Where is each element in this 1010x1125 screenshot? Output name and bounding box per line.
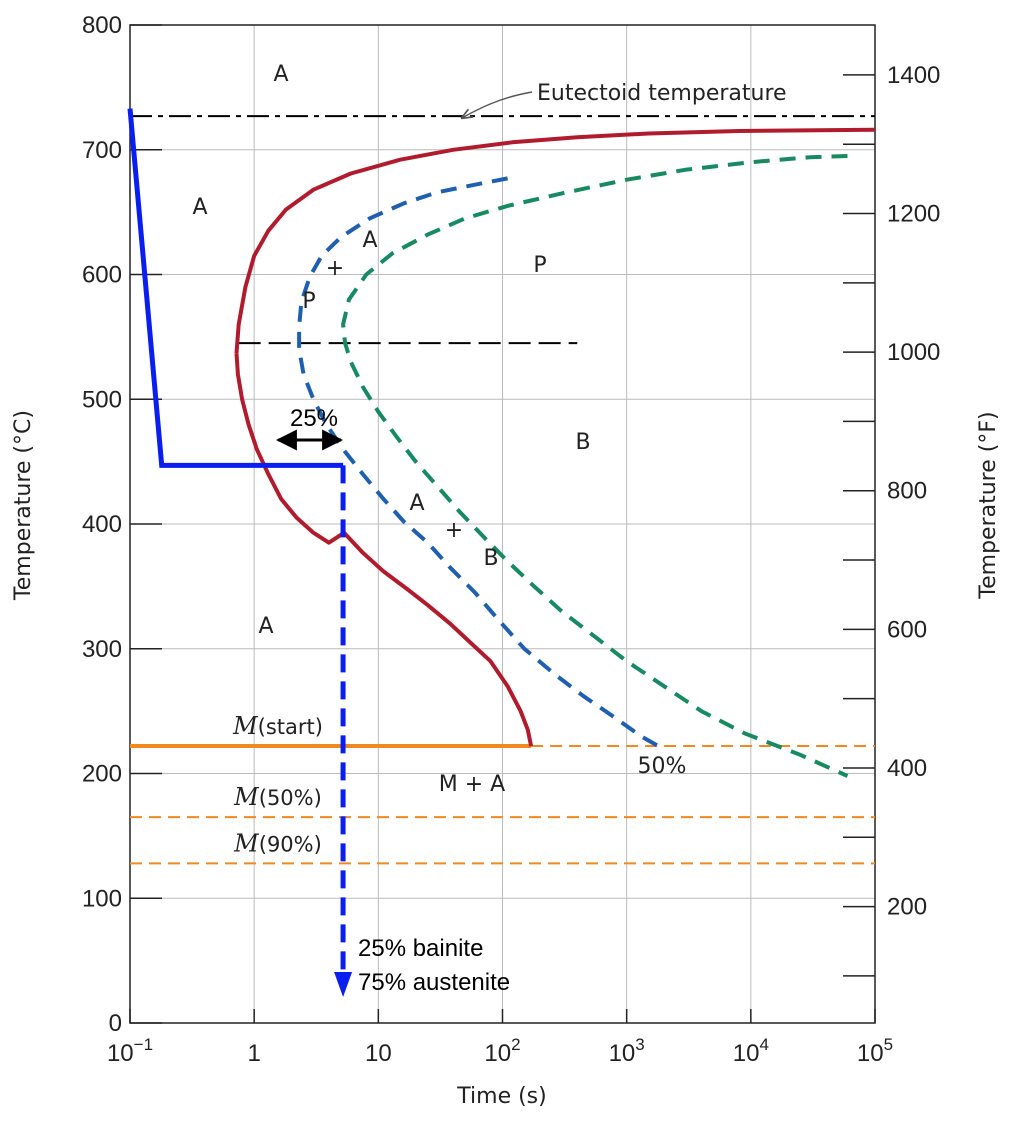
region-a-left: A xyxy=(192,195,207,220)
y2-tick-label: 1400 xyxy=(887,62,940,89)
y2-tick-label: 1000 xyxy=(887,339,940,366)
x-tick-label: 102 xyxy=(484,1035,520,1067)
y-tick-label: 800 xyxy=(82,12,122,39)
y-tick-label: 100 xyxy=(82,885,122,912)
result-line-1: 25% bainite xyxy=(358,935,483,962)
region-ab-a: A xyxy=(409,491,424,516)
region-ap-plus: + xyxy=(326,256,344,281)
y-tick-label: 600 xyxy=(82,262,122,289)
martensite-label: M(start) xyxy=(232,712,323,740)
x-tick-label: 103 xyxy=(609,1035,645,1067)
region-a-low: A xyxy=(258,614,273,639)
quench-arrow-head xyxy=(334,972,353,997)
region-a-top: A xyxy=(273,62,288,87)
transformation-curves xyxy=(234,127,876,778)
eutectoid-pointer xyxy=(462,91,533,118)
y-axis-title: Temperature (°C) xyxy=(11,410,36,601)
region-p: P xyxy=(533,253,546,278)
x-tick-label: 105 xyxy=(857,1035,893,1067)
region-m-plus-a: M + A xyxy=(439,772,505,797)
y-tick-label: 500 xyxy=(82,386,122,413)
y-tick-label: 0 xyxy=(109,1010,122,1037)
y-tick-label: 200 xyxy=(82,761,122,788)
y2-tick-label: 200 xyxy=(887,894,927,921)
fifty-percent-curve xyxy=(297,176,660,748)
x-axis-ticks: 10−1 1 10 102 103 104 105 xyxy=(107,1009,893,1067)
region-ap-a: A xyxy=(362,228,377,253)
region-ab-b: B xyxy=(483,546,498,571)
x-tick-label: 10−1 xyxy=(107,1035,153,1067)
transformation-start-curve xyxy=(234,127,876,354)
x-tick-label: 10 xyxy=(365,1040,392,1067)
cooling-path xyxy=(127,108,353,997)
x-tick-label: 104 xyxy=(733,1035,769,1067)
eutectoid-label: Eutectoid temperature xyxy=(537,81,787,106)
region-b: B xyxy=(575,430,590,455)
x-tick-label: 1 xyxy=(247,1040,260,1067)
result-line-2: 75% austenite xyxy=(358,969,510,996)
y2-tick-label: 600 xyxy=(887,616,927,643)
transformation-finish-curve-dashed xyxy=(341,154,849,778)
martensite-label: M(50%) xyxy=(233,783,322,811)
cooling-path-line xyxy=(127,108,344,468)
twentyfive-label: 25% xyxy=(290,405,338,432)
right-axis-ticks: 200 400 600 800 1000 1200 1400 xyxy=(843,62,940,977)
y-tick-label: 400 xyxy=(82,511,122,538)
fifty-percent-label: 50% xyxy=(638,754,687,779)
region-ab-plus: + xyxy=(445,518,463,543)
martensite-lines: M(start) M(50%) M(90%) xyxy=(130,712,875,865)
x-axis-title: Time (s) xyxy=(456,1084,546,1109)
y2-tick-label: 1200 xyxy=(887,201,940,228)
y-tick-label: 300 xyxy=(82,636,122,663)
y2-tick-label: 400 xyxy=(887,755,927,782)
transformation-start-curve xyxy=(234,352,534,747)
y2-tick-label: 800 xyxy=(887,478,927,505)
region-ap-p: P xyxy=(302,289,315,314)
left-axis-ticks: 0 100 200 300 400 500 600 700 800 xyxy=(82,12,162,1037)
martensite-label: M(90%) xyxy=(233,829,322,857)
y-tick-label: 700 xyxy=(82,137,122,164)
grid-lines xyxy=(130,25,875,1023)
y2-axis-title: Temperature (°F) xyxy=(976,411,1001,599)
